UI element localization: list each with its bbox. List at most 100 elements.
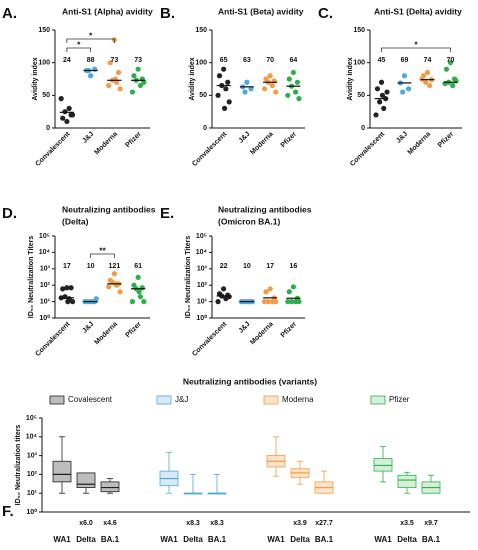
x-tick-label: WA1: [374, 535, 392, 544]
data-point: [135, 274, 141, 280]
legend-label: Covalescent: [68, 395, 113, 404]
legend-swatch: [263, 395, 279, 405]
x-tick-label: BA.1: [101, 535, 120, 544]
data-point: [400, 89, 406, 95]
panel-title: Anti-S1 (Beta) avidity: [218, 6, 304, 16]
data-point: [69, 299, 76, 305]
x-tick-label: J&J: [395, 131, 409, 145]
data-point: [273, 299, 279, 305]
data-point: [296, 96, 302, 102]
panel-title: Neutralizing antibodies (variants): [183, 376, 317, 386]
fold-change-label: x6.0: [79, 520, 93, 527]
data-point: [269, 82, 275, 89]
data-point: [296, 299, 302, 305]
data-point: [60, 286, 66, 292]
x-tick-label: J&J: [81, 321, 95, 335]
y-tick-label: 10⁵: [196, 233, 207, 240]
box: [76, 472, 96, 488]
data-point: [286, 76, 292, 82]
data-point: [273, 89, 279, 95]
legend-label: Moderna: [282, 395, 314, 404]
box: [373, 458, 393, 472]
y-tick-label: 10²: [27, 471, 38, 478]
fold-change-label: x8.3: [210, 520, 224, 527]
data-point: [115, 69, 122, 76]
legend-swatch: [370, 395, 386, 405]
significance-label: **: [99, 245, 106, 255]
median-label: 22: [220, 263, 228, 270]
y-axis-label: Avidity index: [32, 57, 39, 100]
y-tick-label: 10⁴: [39, 249, 51, 256]
data-point: [221, 66, 227, 72]
x-tick-label: J&J: [238, 321, 252, 335]
data-point: [267, 286, 273, 292]
data-point: [378, 79, 385, 85]
data-point: [450, 82, 456, 89]
data-point: [117, 289, 123, 295]
y-axis-label: ID₅₀ Neutralization Titers: [185, 236, 192, 319]
y-tick-label: 100: [195, 60, 207, 67]
data-point: [424, 69, 431, 76]
y-tick-label: 10⁴: [26, 434, 38, 441]
median-label: 61: [134, 263, 142, 270]
panel-letter: D.: [2, 205, 17, 222]
data-point: [293, 89, 299, 95]
data-point: [64, 118, 70, 125]
y-axis-label: ID₅₀ Neutralization titers: [15, 425, 22, 506]
box: [397, 474, 417, 488]
x-tick-label: Pfizer: [280, 321, 299, 340]
data-point: [419, 76, 425, 82]
x-tick-label: Convalescent: [349, 130, 387, 168]
data-point: [373, 112, 379, 118]
data-point: [379, 92, 386, 98]
x-tick-label: Convalescent: [191, 320, 229, 358]
median-label: 70: [447, 57, 455, 64]
data-point: [447, 60, 454, 66]
data-point: [107, 60, 113, 66]
median-label: 17: [63, 263, 71, 270]
y-tick-label: 10⁵: [26, 415, 37, 422]
data-point: [374, 86, 381, 92]
data-point: [248, 86, 254, 92]
x-tick-label: J&J: [81, 131, 95, 145]
y-tick-label: 100: [353, 60, 365, 67]
x-tick-label: Delta: [290, 535, 310, 544]
y-tick-label: 50: [357, 92, 365, 99]
data-point: [261, 86, 268, 92]
median-label: 10: [243, 263, 251, 270]
data-point: [69, 112, 76, 118]
median-label: 121: [109, 263, 121, 270]
y-axis-label: ID₅₀ Neutralization Titers: [28, 236, 35, 319]
data-point: [377, 99, 383, 105]
y-tick-label: 10¹: [197, 298, 208, 305]
median-label: 69: [401, 57, 409, 64]
data-point: [215, 92, 221, 98]
data-point: [106, 82, 112, 89]
data-point: [221, 286, 227, 292]
panel-letter: F.: [2, 503, 14, 520]
x-tick-label: BA.1: [422, 535, 441, 544]
data-point: [129, 89, 136, 95]
data-point: [261, 299, 268, 305]
legend-label: J&J: [175, 395, 188, 404]
significance-bracket: [90, 253, 115, 258]
data-point: [267, 73, 273, 79]
data-point: [290, 69, 296, 76]
panel-title: Anti-S1 (Alpha) avidity: [62, 6, 153, 16]
data-point: [64, 285, 70, 291]
y-tick-label: 10¹: [40, 298, 51, 305]
data-point: [66, 105, 72, 111]
median-label: 64: [289, 57, 297, 64]
y-tick-label: 150: [195, 27, 207, 34]
panel-title: (Omicron BA.1): [218, 216, 281, 226]
data-point: [88, 73, 94, 79]
panel-title: Anti-S1 (Delta) avidity: [374, 6, 462, 16]
y-tick-label: 10³: [197, 266, 208, 273]
x-tick-label: J&J: [238, 131, 252, 145]
y-tick-label: 100: [38, 60, 50, 67]
data-point: [216, 73, 223, 79]
median-label: 45: [378, 57, 386, 64]
significance-bracket: [66, 47, 92, 52]
data-point: [242, 89, 248, 95]
